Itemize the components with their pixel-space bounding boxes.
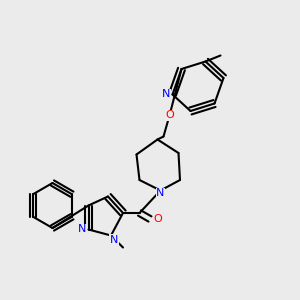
Text: N: N (156, 188, 165, 199)
Text: N: N (162, 89, 171, 100)
Text: O: O (153, 214, 162, 224)
Text: O: O (165, 110, 174, 121)
Text: N: N (110, 235, 118, 245)
Text: N: N (78, 224, 87, 235)
